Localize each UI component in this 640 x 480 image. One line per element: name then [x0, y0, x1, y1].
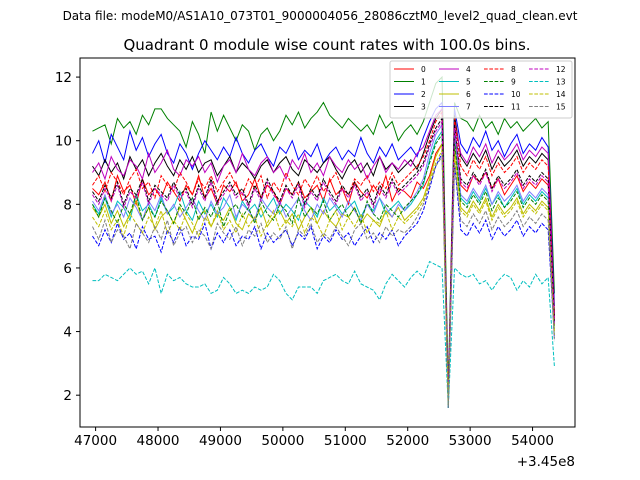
series-line-4: [92, 107, 555, 402]
series-line-9: [92, 132, 555, 405]
legend-label-3: 3: [421, 103, 426, 112]
y-tick-label: 4: [63, 325, 72, 341]
legend-label-12: 12: [556, 65, 566, 74]
y-tick-label: 12: [55, 70, 72, 86]
series-line-8: [92, 110, 555, 399]
legend-label-14: 14: [556, 90, 566, 99]
legend-label-8: 8: [511, 65, 516, 74]
y-tick-label: 10: [55, 134, 72, 150]
series-line-1: [92, 75, 555, 389]
chart-title: Quadrant 0 module wise count rates with …: [123, 36, 530, 54]
series-layer: [92, 75, 555, 408]
y-axis: 2 4 6 8 10 12: [55, 70, 80, 404]
series-line-3: [92, 107, 555, 405]
x-offset-label: +3.45e8: [517, 454, 575, 470]
plot-area-background: [80, 58, 575, 427]
legend-label-13: 13: [556, 78, 566, 87]
x-axis: 47000 48000 49000 50000 51000 52000 53000 54000: [74, 427, 554, 449]
chart-suptitle: Data file: modeM0/AS1A10_073T01_90000040…: [63, 9, 578, 23]
legend-label-7: 7: [466, 103, 471, 112]
x-tick-label: 50000: [261, 433, 304, 449]
series-line-13: [92, 260, 555, 408]
y-tick-label: 8: [63, 197, 72, 213]
legend-label-1: 1: [421, 78, 426, 87]
x-tick-label: 53000: [449, 433, 492, 449]
legend-label-2: 2: [421, 90, 426, 99]
series-line-11: [92, 116, 555, 402]
legend-label-6: 6: [466, 90, 471, 99]
legend-label-11: 11: [511, 103, 521, 112]
x-tick-label: 52000: [386, 433, 429, 449]
plot-frame: [79, 57, 576, 428]
legend-label-0: 0: [421, 65, 426, 74]
legend-label-15: 15: [556, 103, 566, 112]
legend-box: [389, 60, 573, 119]
series-line-12: [92, 119, 555, 405]
x-tick-label: 51000: [324, 433, 367, 449]
y-tick-label: 6: [63, 261, 72, 277]
legend-label-4: 4: [466, 65, 471, 74]
x-tick-label: 47000: [74, 433, 117, 449]
y-tick-label: 2: [63, 388, 72, 404]
series-line-7: [92, 123, 555, 402]
legend-label-9: 9: [511, 78, 516, 87]
x-tick-label: 48000: [137, 433, 180, 449]
x-tick-label: 49000: [199, 433, 242, 449]
x-tick-label: 54000: [511, 433, 554, 449]
legend-label-10: 10: [511, 90, 521, 99]
series-line-15: [92, 154, 555, 408]
series-line-5: [92, 129, 555, 408]
legend-label-5: 5: [466, 78, 471, 87]
